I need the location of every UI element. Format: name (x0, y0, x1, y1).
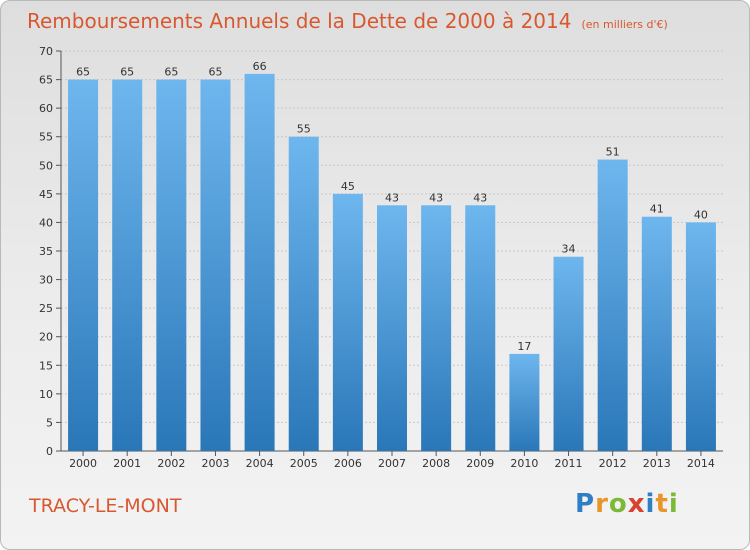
x-tick-label-2003: 2003 (201, 457, 229, 470)
y-tick-label: 70 (39, 45, 53, 58)
data-label-2008: 43 (429, 191, 443, 204)
y-tick-label: 65 (39, 74, 53, 87)
data-label-2011: 34 (562, 243, 576, 256)
x-tick-label-2013: 2013 (643, 457, 671, 470)
bar-2010 (509, 353, 540, 451)
y-tick-label: 25 (39, 302, 53, 315)
y-tick-label: 55 (39, 131, 53, 144)
y-tick-label: 50 (39, 159, 53, 172)
data-label-2014: 40 (694, 208, 708, 221)
bar-2000 (68, 79, 99, 452)
x-tick-label-2010: 2010 (510, 457, 538, 470)
bar-2011 (553, 256, 584, 451)
data-label-2002: 65 (164, 66, 178, 79)
x-tick-label-2014: 2014 (687, 457, 715, 470)
y-tick-label: 10 (39, 388, 53, 401)
bar-2005 (288, 136, 319, 451)
y-tick-label: 20 (39, 331, 53, 344)
logo-letter: i (668, 489, 679, 519)
data-label-2005: 55 (297, 123, 311, 136)
bar-2008 (421, 205, 452, 451)
x-tick-label-2001: 2001 (113, 457, 141, 470)
x-tick-label-2006: 2006 (334, 457, 362, 470)
data-label-2013: 41 (650, 203, 664, 216)
data-label-2009: 43 (473, 191, 487, 204)
x-tick-label-2012: 2012 (599, 457, 627, 470)
x-tick-label-2011: 2011 (555, 457, 583, 470)
bar-2004 (244, 73, 275, 451)
bar-2003 (200, 79, 231, 452)
y-tick-label: 35 (39, 245, 53, 258)
x-tick-label-2008: 2008 (422, 457, 450, 470)
bar-2014 (685, 222, 716, 451)
logo-letter: P (575, 489, 596, 519)
chart-subtitle: (en milliers d'€) (581, 18, 668, 31)
bar-2006 (332, 193, 363, 451)
data-label-2000: 65 (76, 66, 90, 79)
y-tick-label: 45 (39, 188, 53, 201)
logo-letter: o (608, 489, 628, 519)
y-tick-label: 15 (39, 359, 53, 372)
bar-2009 (465, 205, 496, 451)
data-label-2003: 65 (208, 66, 222, 79)
x-tick-label-2002: 2002 (157, 457, 185, 470)
data-label-2007: 43 (385, 191, 399, 204)
chart-title: Remboursements Annuels de la Dette de 20… (27, 9, 668, 33)
logo-letter: t (655, 489, 669, 519)
x-tick-label-2005: 2005 (290, 457, 318, 470)
logo-letter: r (595, 489, 609, 519)
data-label-2004: 66 (253, 60, 267, 73)
x-tick-label-2004: 2004 (246, 457, 274, 470)
bar-2002 (156, 79, 187, 452)
chart-title-text: Remboursements Annuels de la Dette de 20… (27, 9, 572, 33)
logo-letter: x (627, 489, 646, 519)
y-tick-label: 0 (46, 445, 53, 458)
y-tick-label: 5 (46, 416, 53, 429)
x-tick-label-2009: 2009 (466, 457, 494, 470)
proxiti-logo: Proxiti (575, 489, 679, 519)
x-tick-label-2007: 2007 (378, 457, 406, 470)
bar-2013 (641, 216, 672, 451)
logo-letter: i (645, 489, 656, 519)
commune-name: TRACY-LE-MONT (29, 495, 182, 517)
data-label-2010: 17 (517, 340, 531, 353)
bar-2007 (377, 205, 407, 451)
data-label-2001: 65 (120, 66, 134, 79)
y-tick-label: 40 (39, 216, 53, 229)
y-tick-label: 30 (39, 274, 53, 287)
x-tick-label-2000: 2000 (69, 457, 97, 470)
data-label-2012: 51 (606, 146, 620, 159)
y-tick-label: 60 (39, 102, 53, 115)
bar-2012 (597, 159, 628, 452)
data-label-2006: 45 (341, 180, 355, 193)
bar-2001 (112, 79, 143, 452)
